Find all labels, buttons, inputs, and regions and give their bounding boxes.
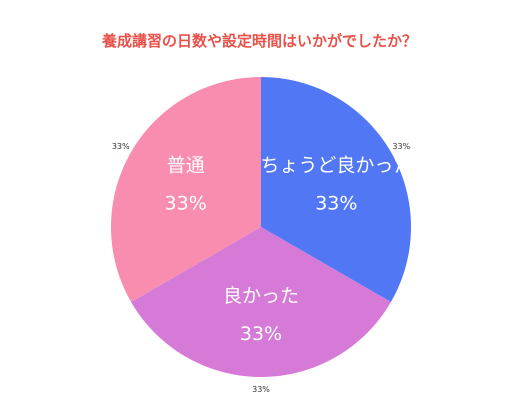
slice-name-label: ちょうど良かった: [260, 155, 412, 177]
slice-name-label: 良かった: [223, 285, 299, 307]
slice-percent-label: 33%: [315, 193, 357, 215]
pie-labels: ちょうど良かった 33% 33% 良かった 33% 33% 普通 33% 33%: [112, 142, 413, 394]
slice-outer-percent-label: 33%: [392, 142, 410, 151]
slice-name-label: 普通: [167, 155, 205, 177]
chart-title: 養成講習の日数や設定時間はいかがでしたか？: [101, 32, 417, 50]
slice-outer-percent-label: 33%: [112, 142, 130, 151]
pie-slice: [261, 77, 411, 302]
pie-slice: [111, 77, 262, 302]
slice-outer-percent-label: 33%: [252, 385, 270, 394]
pie-slices: [111, 77, 411, 377]
slice-percent-label: 33%: [240, 323, 282, 345]
slice-percent-label: 33%: [165, 193, 207, 215]
